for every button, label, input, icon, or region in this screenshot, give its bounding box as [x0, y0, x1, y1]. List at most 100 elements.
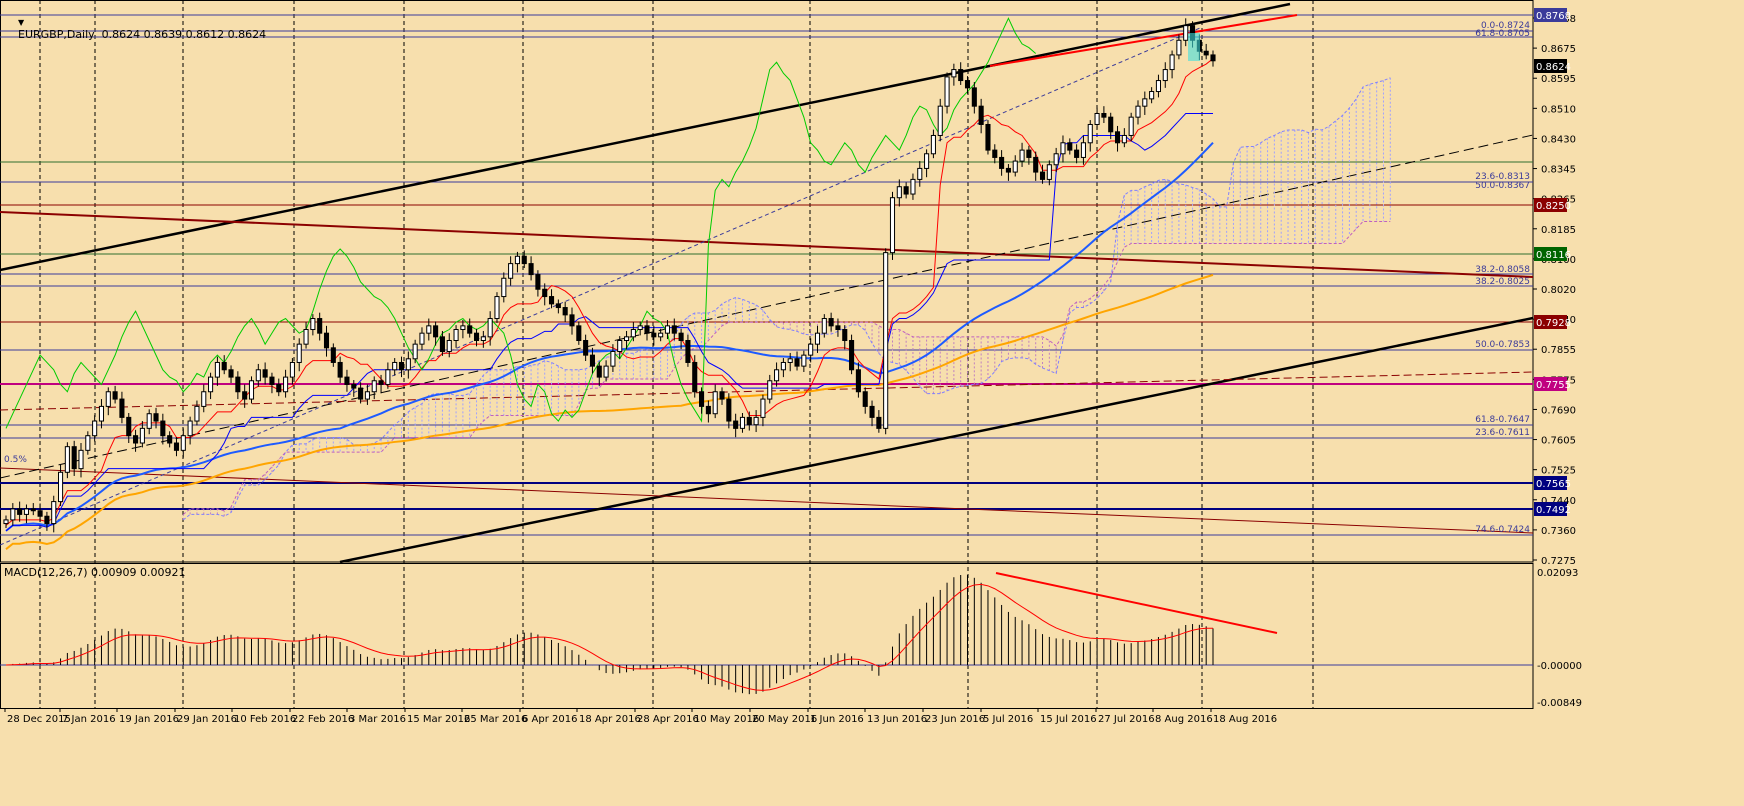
candle-body [624, 336, 630, 341]
price-axis-label: 0.7360 [1541, 526, 1576, 537]
candle-body [569, 314, 575, 327]
ichimoku-cloud [182, 77, 1391, 521]
candle-body [228, 369, 234, 378]
candle-body [678, 332, 684, 341]
candle-body [1162, 69, 1168, 82]
chevron-down-icon[interactable]: ▼ [18, 18, 25, 27]
candle-body [992, 149, 998, 158]
date-axis-label: 5 Jul 2016 [983, 714, 1033, 725]
candle-body [658, 332, 664, 338]
highlight-box [1188, 33, 1200, 61]
date-axis-label: 25 Mar 2016 [464, 714, 527, 725]
candle-body [958, 69, 964, 82]
price-axis-label: 0.8430 [1541, 134, 1576, 145]
candle-body [535, 274, 541, 290]
candle-body [473, 332, 480, 341]
date-axis-label: 15 Jul 2016 [1040, 714, 1097, 725]
candle-body [37, 510, 43, 517]
price-axis: 0.8768 0.8675 0.8595 0.8510 0.8430 0.8345 0.82… [1533, 8, 1576, 567]
price-level-label: 0.8624 [1536, 62, 1571, 73]
upper-channel-line [0, 2, 1291, 272]
candle-body [883, 252, 889, 429]
fib-level-label: 38.2-0.8025 [1475, 277, 1530, 287]
date-axis-label: 15 Mar 2016 [407, 714, 470, 725]
date-axis-label: 18 Aug 2016 [1213, 714, 1277, 725]
candle-body [153, 413, 159, 422]
price-axis-label: 0.7275 [1541, 556, 1576, 567]
candle-body [719, 391, 725, 400]
red-resistance-line [989, 14, 1298, 67]
candle-body [1128, 116, 1134, 136]
candle-body [1074, 149, 1080, 158]
candle-body [1203, 50, 1209, 56]
candle-body [487, 318, 493, 338]
candle-body [201, 391, 207, 407]
candle-body [610, 350, 616, 367]
candle-body [971, 87, 977, 107]
price-axis-label: 0.7440 [1541, 496, 1576, 507]
candle-body [1155, 80, 1161, 93]
candle-body [58, 471, 64, 503]
candle-body [712, 391, 718, 415]
candle-body [1046, 164, 1052, 180]
candle-body [1080, 142, 1086, 158]
candle-body [1033, 156, 1039, 173]
macd-panel: 0.02093 -0.00000 -0.00849 [0, 568, 1582, 709]
price-axis-label: 0.7855 [1541, 345, 1576, 356]
date-axis-label: 3 Mar 2016 [349, 714, 406, 725]
candle-body [733, 420, 739, 429]
macd-panel-frame [0, 563, 1534, 709]
candle-body [1005, 167, 1011, 173]
candle-body [903, 186, 909, 195]
candle-body [133, 435, 139, 444]
candle-body [889, 197, 896, 254]
grid-layer [0, 0, 1534, 709]
price-axis-label: 0.8345 [1541, 165, 1576, 176]
candle-body [1094, 112, 1100, 125]
candle-body [303, 329, 309, 345]
price-axis-label: 0.8510 [1541, 104, 1576, 115]
fib-level-label: 50.0-0.8367 [1475, 181, 1530, 191]
candle-body [1210, 54, 1216, 62]
price-axis-label: 0.8185 [1541, 225, 1576, 236]
price-axis-label: 0.7605 [1541, 436, 1576, 447]
candle-body [112, 391, 118, 400]
candle-body [1176, 39, 1182, 56]
candle-body [119, 398, 125, 418]
candle-body [323, 332, 330, 349]
candle-body [385, 369, 391, 385]
candle-body [849, 339, 855, 371]
candle-body [92, 420, 98, 437]
candle-body [501, 277, 507, 298]
candle-body [1101, 112, 1107, 118]
candle-body [1087, 123, 1093, 144]
candle-body [467, 325, 473, 334]
candle-body [494, 296, 500, 320]
candle-body [167, 435, 173, 444]
price-axis-label: 0.8675 [1541, 44, 1576, 55]
price-level-label: 0.7755 [1536, 380, 1571, 391]
date-axis-label: 27 Jul 2016 [1098, 714, 1155, 725]
candle-body [1142, 98, 1148, 107]
candle-body [924, 153, 930, 169]
candle-body [433, 325, 439, 338]
candle-body [139, 427, 145, 444]
price-level-label: 0.8250 [1536, 201, 1571, 212]
candle-body [583, 339, 589, 356]
indicator-lines [5, 17, 1214, 550]
moving-average-blue [5, 141, 1214, 532]
price-level-box [1534, 247, 1567, 261]
candle-body [978, 105, 984, 125]
candle-body [208, 376, 214, 393]
macd-axis-label: 0.02093 [1537, 568, 1578, 579]
candle-body [78, 449, 84, 470]
price-axis-label: 0.7690 [1541, 405, 1576, 416]
candle-body [453, 329, 459, 341]
candle-body [1121, 134, 1127, 144]
candle-body [630, 329, 636, 338]
senkou-span-a [182, 77, 1391, 521]
candle-body [842, 329, 848, 341]
candle-body [603, 365, 609, 378]
